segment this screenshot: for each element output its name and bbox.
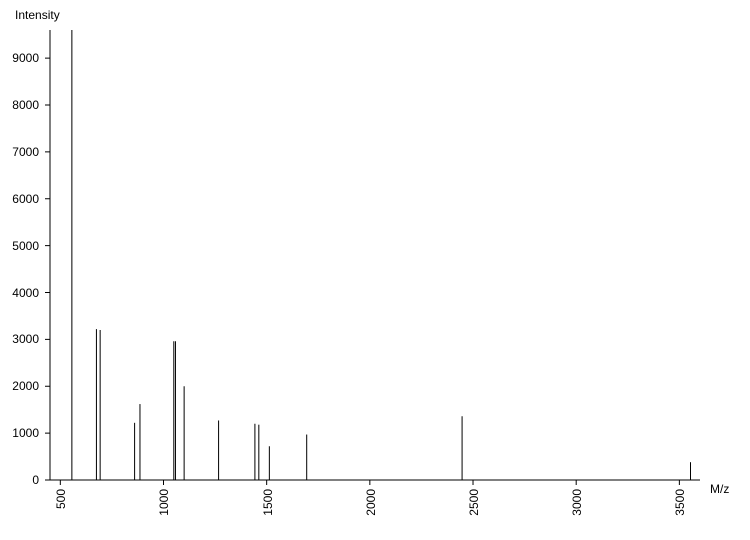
x-tick-label: 1000 bbox=[157, 489, 171, 516]
x-tick-label: 3000 bbox=[570, 489, 584, 516]
y-tick-label: 4000 bbox=[0, 286, 39, 300]
y-tick-label: 0 bbox=[0, 473, 39, 487]
y-tick-label: 8000 bbox=[0, 98, 39, 112]
x-tick-label: 3500 bbox=[673, 489, 687, 516]
y-tick-label: 1000 bbox=[0, 426, 39, 440]
y-tick-label: 6000 bbox=[0, 192, 39, 206]
x-tick-label: 2000 bbox=[364, 489, 378, 516]
y-tick-label: 7000 bbox=[0, 145, 39, 159]
y-tick-label: 9000 bbox=[0, 51, 39, 65]
x-tick-label: 2500 bbox=[467, 489, 481, 516]
y-tick-label: 2000 bbox=[0, 379, 39, 393]
x-tick-label: 1500 bbox=[261, 489, 275, 516]
y-tick-label: 5000 bbox=[0, 239, 39, 253]
x-tick-label: 500 bbox=[54, 489, 68, 509]
spectrum-plot bbox=[0, 0, 750, 540]
y-tick-label: 3000 bbox=[0, 332, 39, 346]
